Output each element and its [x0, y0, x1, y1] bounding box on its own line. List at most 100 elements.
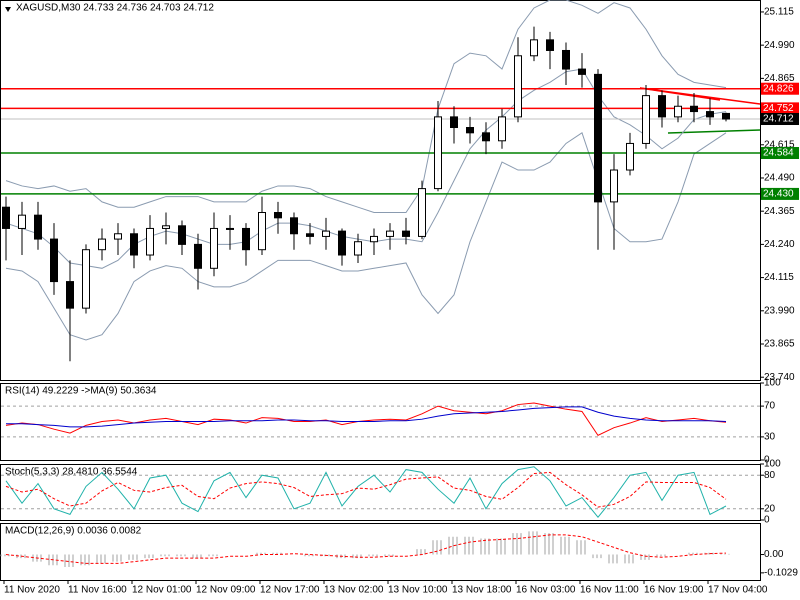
- y-tick-label: 24.240: [764, 239, 795, 250]
- candle-body: [50, 238, 58, 283]
- candle-body: [162, 225, 170, 229]
- candle-body: [194, 243, 202, 269]
- candle-body: [450, 116, 458, 129]
- candle-body: [498, 116, 506, 142]
- y-tick-label: 23.990: [764, 305, 795, 316]
- candle-body: [306, 233, 314, 237]
- candle-body: [338, 230, 346, 256]
- candle-body: [402, 230, 410, 237]
- y-tick-label: 0: [764, 515, 770, 526]
- candle-body: [530, 39, 538, 57]
- x-tick-label: 16 Nov 11:00: [580, 585, 639, 596]
- candle-body: [434, 116, 442, 190]
- indicator-line: [5, 402, 727, 436]
- candle-body: [290, 217, 298, 235]
- candle-body: [418, 188, 426, 237]
- panel-frame: [0, 523, 761, 581]
- candle-body: [386, 230, 394, 237]
- candle-body: [706, 111, 714, 118]
- price-label: 24.430: [763, 189, 794, 200]
- candle-body: [242, 227, 250, 251]
- x-tick-label: 13 Nov 10:00: [388, 585, 448, 596]
- y-tick-label: 70: [764, 401, 776, 412]
- candle-body: [642, 95, 650, 144]
- bollinger-band: [5, 132, 727, 341]
- candle-body: [610, 169, 618, 203]
- candle-body: [82, 249, 90, 309]
- candle-body: [578, 68, 586, 75]
- x-tick-label: 12 Nov 17:00: [260, 585, 320, 596]
- candle-body: [146, 227, 154, 256]
- candle-body: [66, 281, 74, 309]
- candle-body: [594, 73, 602, 203]
- x-tick-label: 17 Nov 04:00: [708, 585, 768, 596]
- panel-title: RSI(14) 49.2229 ->MA(9) 50.3634: [5, 386, 157, 397]
- panel-frame: [0, 0, 761, 381]
- candle-body: [546, 39, 554, 51]
- price-label-box: [761, 187, 799, 200]
- y-tick-label: 25.115: [764, 7, 794, 18]
- y-tick-label: 80: [764, 470, 776, 481]
- y-tick-label: 100: [764, 378, 781, 389]
- panel-title: MACD(12,26,9) 0.0036 0.0082: [5, 526, 142, 537]
- candle-body: [658, 95, 666, 118]
- candle-body: [18, 214, 26, 229]
- collapse-icon: [5, 7, 11, 12]
- candle-body: [226, 227, 234, 230]
- y-tick-label: 23.865: [764, 339, 795, 350]
- x-tick-label: 12 Nov 01:00: [132, 585, 192, 596]
- indicator-line: [5, 466, 727, 518]
- y-tick-label: 24.865: [764, 73, 795, 84]
- y-tick-label: 24.615: [764, 139, 795, 150]
- x-tick-label: 12 Nov 09:00: [196, 585, 256, 596]
- panel-frame: [0, 383, 761, 461]
- x-tick-label: 16 Nov 19:00: [644, 585, 704, 596]
- x-tick-label: 11 Nov 16:00: [68, 585, 127, 596]
- price-label: 24.712: [763, 114, 794, 125]
- candle-body: [722, 112, 730, 120]
- candle-body: [690, 105, 698, 113]
- y-tick-label: 24.990: [764, 40, 795, 51]
- candle-body: [674, 105, 682, 118]
- candle-body: [322, 230, 330, 237]
- price-label: 24.826: [763, 83, 794, 94]
- price-label-box: [761, 82, 799, 95]
- x-tick-label: 13 Nov 02:00: [324, 585, 384, 596]
- y-tick-label: 23.740: [764, 372, 795, 383]
- x-tick-label: 13 Nov 18:00: [452, 585, 512, 596]
- candle-body: [626, 142, 634, 171]
- candle-body: [114, 233, 122, 240]
- indicator-line: [5, 471, 727, 508]
- candle-body: [98, 238, 106, 251]
- candle-body: [562, 49, 570, 70]
- candle-body: [482, 132, 490, 142]
- price-label-box: [761, 113, 799, 126]
- candle-body: [34, 214, 42, 240]
- bollinger-band: [5, 68, 727, 269]
- y-tick-label: 20: [764, 503, 776, 514]
- panel-title: XAGUSD,M30 24.733 24.736 24.703 24.712: [16, 3, 214, 14]
- candle-body: [354, 241, 362, 256]
- trend-line: [639, 87, 721, 101]
- price-label-box: [761, 147, 799, 160]
- panel-frame: [0, 464, 761, 521]
- y-tick-label: 30: [764, 432, 776, 443]
- candle-body: [514, 55, 522, 118]
- y-tick-label: 24.365: [764, 206, 795, 217]
- signal-line: [5, 534, 727, 564]
- y-tick-label: 100: [764, 459, 781, 470]
- candle-body: [370, 235, 378, 243]
- y-tick-label: 24.490: [764, 173, 795, 184]
- price-label: 24.584: [763, 148, 794, 159]
- y-tick-label: 0: [764, 455, 770, 466]
- indicator-line: [6, 406, 727, 428]
- bollinger-band: [5, 0, 727, 214]
- candle-body: [210, 227, 218, 269]
- candle-body: [2, 206, 10, 229]
- x-tick-label: 16 Nov 03:00: [516, 585, 576, 596]
- panel-title: Stoch(5,3,3) 28.4810 36.5544: [5, 467, 138, 478]
- y-tick-label: 0.00: [764, 549, 784, 560]
